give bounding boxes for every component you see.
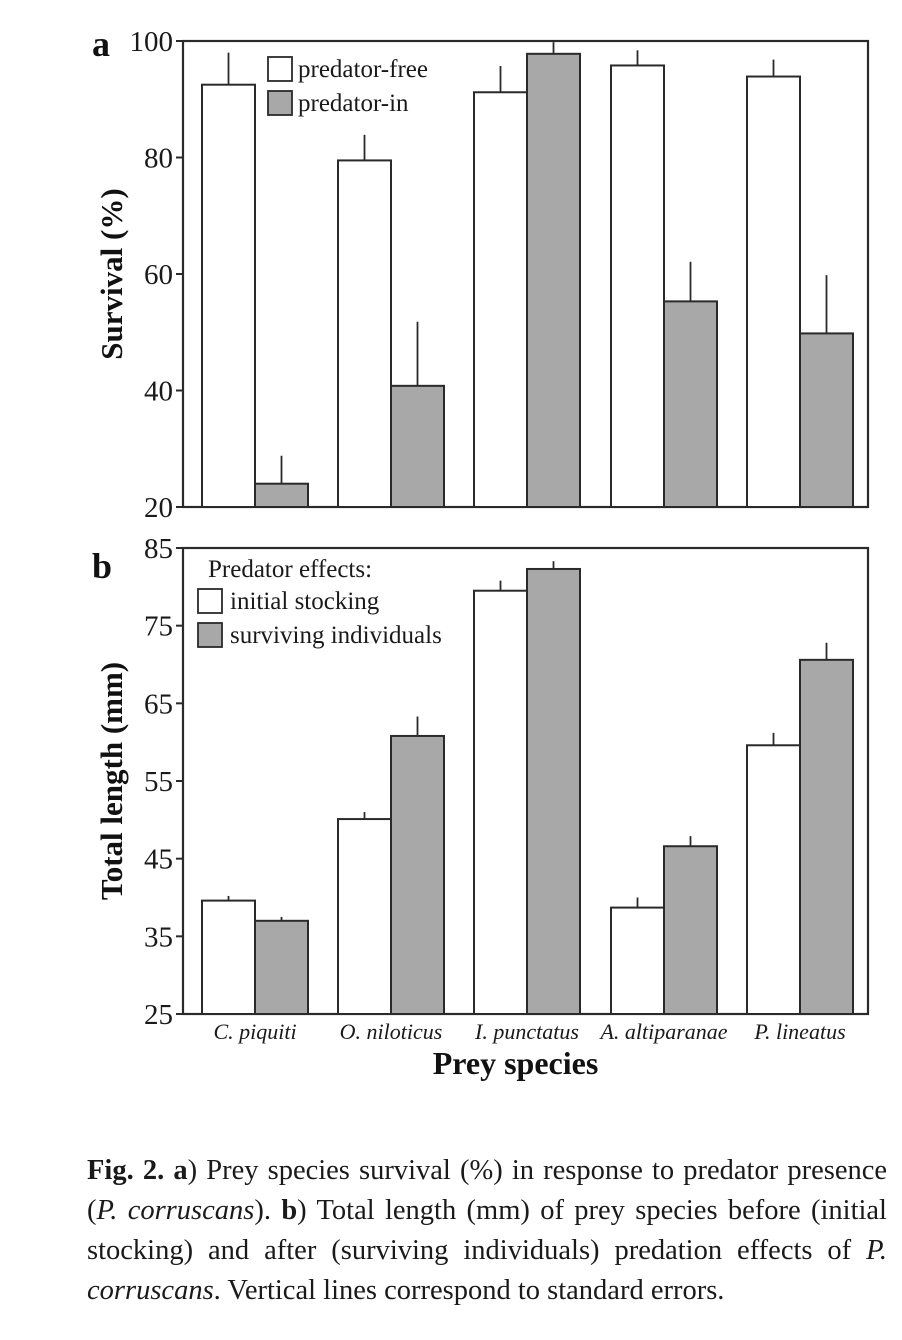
- legend-swatch: [267, 56, 293, 82]
- y-tick-label: 60: [144, 259, 173, 291]
- chart-panel-b: b 85 75 65 55 45 35 25 Total length (mm) C. piqui…: [92, 533, 870, 1081]
- y-tick-label: 25: [144, 999, 173, 1031]
- legend-label: predator-free: [298, 56, 428, 83]
- bar-white: [473, 91, 528, 508]
- y-tick-label: 65: [144, 688, 173, 720]
- caption-species-2: P. corruscans: [87, 1234, 887, 1306]
- bar-white: [201, 83, 256, 508]
- legend-swatch: [197, 622, 223, 648]
- legend-title: Predator effects:: [208, 556, 372, 583]
- y-tick-label: 35: [144, 921, 173, 953]
- caption-text-4: . Vertical lines correspond to standard …: [213, 1274, 725, 1306]
- bar-white: [473, 589, 528, 1015]
- y-axis-label: Total length (mm): [94, 662, 129, 900]
- y-tick-label: 75: [144, 611, 173, 643]
- bar-white: [337, 818, 392, 1015]
- y-tick-label: 100: [130, 26, 174, 58]
- caption-b-label: b: [281, 1194, 298, 1226]
- legend: predator-free predator-in: [267, 56, 428, 117]
- x-category-label: I. punctatus: [474, 1019, 579, 1044]
- figure: a 100 80 60 40 20 Survival (%) predator-free pre…: [92, 24, 870, 1081]
- y-tick-label: 45: [144, 844, 173, 876]
- bar-white: [337, 159, 392, 508]
- bar-gray: [799, 332, 854, 509]
- y-tick-label: 80: [144, 143, 173, 175]
- caption-text-1: ) Prey species survival (%) in response …: [87, 1154, 888, 1226]
- panel-label: b: [92, 546, 112, 586]
- x-category-label: P. lineatus: [753, 1019, 845, 1044]
- caption-text-2: ).: [254, 1194, 282, 1226]
- legend-swatch: [197, 588, 223, 614]
- y-tick-label: 40: [144, 376, 173, 408]
- bar-gray: [799, 658, 854, 1016]
- bar-gray: [254, 919, 309, 1015]
- caption-text-3: ) Total length (mm) of prey species befo…: [87, 1194, 887, 1266]
- bar-white: [610, 906, 665, 1016]
- panel-label: a: [92, 24, 110, 64]
- bar-gray: [526, 52, 581, 508]
- legend-label: initial stocking: [230, 588, 380, 615]
- bar-white: [746, 744, 801, 1015]
- y-axis-label: Survival (%): [94, 188, 129, 359]
- bar-gray: [663, 300, 718, 508]
- legend-label: predator-in: [298, 90, 409, 117]
- bar-white: [610, 64, 665, 508]
- bar-white: [201, 899, 256, 1016]
- x-category-label: A. altiparanae: [598, 1019, 727, 1044]
- figure-caption: Fig. 2. a) Prey species survival (%) in …: [87, 1151, 887, 1311]
- x-axis-label: Prey species: [433, 1045, 599, 1081]
- x-category-label: O. niloticus: [340, 1019, 443, 1044]
- bar-white: [746, 75, 801, 508]
- legend-swatch: [267, 90, 293, 116]
- bar-gray: [390, 384, 445, 508]
- legend: Predator effects: initial stocking survivi…: [197, 556, 442, 649]
- y-tick-label: 85: [144, 533, 173, 565]
- x-category-label: C. piquiti: [213, 1019, 296, 1044]
- y-tick-label: 20: [144, 492, 173, 524]
- caption-species-1: P. corruscans: [96, 1194, 255, 1226]
- bar-gray: [663, 845, 718, 1015]
- bar-gray: [526, 567, 581, 1015]
- caption-fig-label: Fig. 2.: [87, 1154, 165, 1186]
- legend-label: surviving individuals: [230, 622, 442, 649]
- bar-gray: [254, 482, 309, 509]
- caption-a-label: a: [173, 1154, 188, 1186]
- bar-gray: [390, 734, 445, 1015]
- y-tick-label: 55: [144, 766, 173, 798]
